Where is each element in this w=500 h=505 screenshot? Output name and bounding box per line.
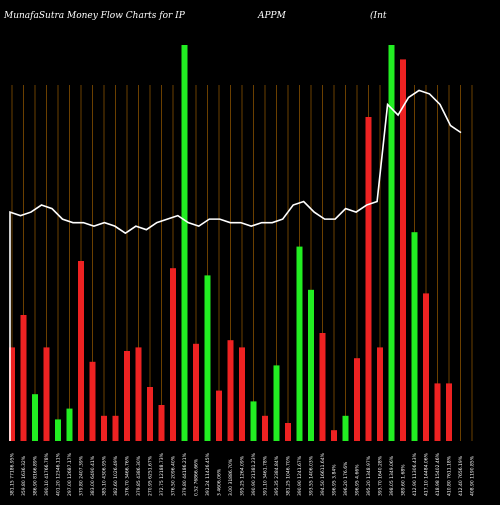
x-tick-label: 385.10 4306.95% [102, 455, 108, 496]
x-tick-label: 391.10 3461.78% [263, 455, 269, 496]
x-tick-label: 390.90 1241.67% [297, 455, 303, 496]
money-flow-bar [135, 347, 142, 441]
x-tick-label: 383.00 6490.41% [90, 455, 96, 496]
money-flow-bar [20, 315, 27, 441]
price-line [9, 89, 462, 441]
money-flow-bar [78, 261, 84, 441]
money-flow-bar [342, 415, 349, 441]
money-flow-bar [9, 347, 15, 441]
x-tick-label: 390.90 21381.23% [251, 452, 257, 496]
x-tick-label: 359.80 1636.32% [21, 455, 27, 496]
money-flow-bar [43, 347, 50, 441]
money-flow-bar [193, 343, 199, 441]
x-tick-label: 382.60 1026.49% [113, 455, 119, 496]
money-flow-bar [400, 59, 406, 442]
chart-title-right: (Int [370, 10, 387, 21]
x-tick-label: 390.10 41766.78% [44, 452, 50, 496]
money-flow-bar [250, 401, 257, 441]
x-tick-label: 418.98 15402.46% [435, 452, 441, 496]
x-tick-label: 3 4606.06% [217, 468, 223, 496]
money-flow-bar [411, 232, 418, 441]
x-tick-label: 395.35 2384.84% [274, 455, 280, 496]
money-flow-bar [216, 390, 222, 441]
x-tick-label: 410.80 7611.18% [447, 455, 453, 496]
money-flow-bar [319, 333, 326, 441]
x-tick-label: 381.15 77186.95% [10, 452, 16, 496]
money-flow-bar [331, 430, 337, 441]
money-flow-bar [32, 394, 38, 441]
money-flow-bar [423, 293, 429, 441]
x-tick-label: 394.50 16611.64% [320, 452, 326, 496]
x-tick-label: 381.25 1046.70% [286, 455, 292, 496]
chart-title-mid: APPM [257, 11, 287, 21]
x-tick-label: 395.20 1348.97% [366, 455, 372, 496]
x-tick-label: 372.75 12188.73% [159, 452, 165, 496]
money-flow-bar [434, 383, 441, 441]
money-flow-bar [101, 415, 107, 441]
x-tick-label: 396.95 4.66% [355, 464, 361, 496]
price-line-layer [9, 89, 462, 441]
x-tick-label: 376.50 2096.40% [171, 455, 177, 496]
x-tick-label: 376.70 3466.76% [125, 455, 131, 496]
x-tick-label: 297.00 12687.17% [67, 452, 73, 496]
x-tick-label: 379.85 4386.30% [136, 455, 142, 496]
money-flow-bar [66, 408, 73, 441]
x-tick-label: 379.80 44186.21% [182, 452, 188, 496]
x-tick-label: 389.60 1.68% [401, 464, 407, 496]
x-tick-label: 0.52 76866.66% [194, 458, 200, 496]
money-flow-bar [308, 289, 314, 441]
x-tick-label: 3.00 31886.70% [228, 458, 234, 496]
money-flow-bar [262, 415, 268, 441]
money-flow-bar [285, 423, 291, 441]
x-tick-label: 398.05 1349.06% [389, 455, 395, 496]
x-tick-label: 386.90 8166.89% [33, 455, 39, 496]
money-flow-bar [89, 361, 96, 441]
x-tick-label: 417.10 14484.06% [424, 452, 430, 496]
money-flow-bars [9, 45, 452, 442]
x-tick-label: 379.80 2407.39% [79, 455, 85, 496]
x-tick-label: 408.90 1190.85% [470, 455, 476, 496]
money-flow-bar [377, 347, 383, 441]
money-flow-bar [112, 415, 119, 441]
x-tick-label: 401.20 12346.11% [56, 452, 62, 496]
money-flow-bar [446, 383, 452, 441]
x-tick-label: 391.24 11426.45% [205, 452, 211, 496]
money-flow-bar [354, 358, 360, 441]
money-flow-bar [55, 419, 61, 441]
money-flow-bar [181, 45, 188, 441]
x-tick-label: 393.70 1640.28% [378, 455, 384, 496]
money-flow-bar [158, 405, 165, 441]
x-tick-label: 270.95 6251.67% [148, 455, 154, 496]
x-tick-label: 412.40 7656.19% [458, 455, 464, 496]
x-tick-label: 412.90 11306.43% [412, 452, 418, 496]
money-flow-bar [388, 45, 395, 441]
money-flow-bar [170, 268, 176, 441]
money-flow-bar [124, 351, 130, 441]
chart-title-left: MunafaSutra Money Flow Charts for IP [3, 11, 186, 21]
x-tick-label: 396.20 176.6% [343, 461, 349, 496]
x-tick-labels: 381.15 77186.95% 359.80 1636.32% 386.90 81… [10, 452, 476, 496]
money-flow-bar [204, 275, 211, 441]
x-tick-label: 395.25 1264.09% [240, 455, 246, 496]
money-flow-bar [365, 117, 372, 441]
money-flow-bar [239, 347, 245, 441]
money-flow-bar [273, 365, 280, 441]
x-tick-label: 393.55 1406.03% [309, 455, 315, 496]
money-flow-bar [227, 340, 234, 441]
x-tick-label: 396.95 3.84% [332, 464, 338, 496]
money-flow-bar [296, 246, 303, 441]
money-flow-bar [147, 387, 153, 441]
